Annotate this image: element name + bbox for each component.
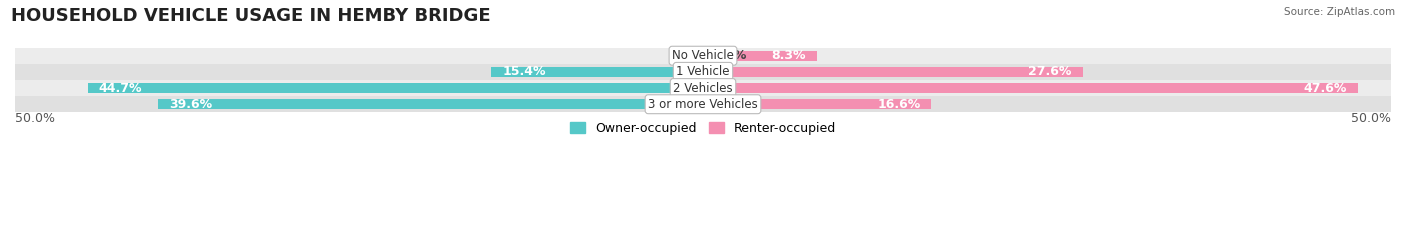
Bar [15, 80, 1391, 96]
Text: 47.6%: 47.6% [1303, 82, 1347, 95]
Bar [703, 67, 1083, 77]
Text: No Vehicle: No Vehicle [672, 49, 734, 62]
Text: 15.4%: 15.4% [502, 65, 546, 78]
Text: 50.0%: 50.0% [15, 112, 55, 125]
Bar [15, 48, 1391, 64]
Bar [703, 99, 931, 109]
Text: 27.6%: 27.6% [1028, 65, 1071, 78]
Text: 8.3%: 8.3% [772, 49, 806, 62]
Bar [15, 96, 1391, 112]
Bar [703, 83, 1358, 93]
Text: 50.0%: 50.0% [1351, 112, 1391, 125]
Text: 1 Vehicle: 1 Vehicle [676, 65, 730, 78]
Bar [15, 64, 1391, 80]
Text: 39.6%: 39.6% [169, 98, 212, 111]
Bar [89, 83, 703, 93]
Text: 3 or more Vehicles: 3 or more Vehicles [648, 98, 758, 111]
Text: 0.34%: 0.34% [704, 49, 747, 62]
Bar [157, 99, 703, 109]
Text: 2 Vehicles: 2 Vehicles [673, 82, 733, 95]
Bar [491, 67, 703, 77]
Bar [703, 51, 817, 61]
Legend: Owner-occupied, Renter-occupied: Owner-occupied, Renter-occupied [565, 117, 841, 140]
Text: Source: ZipAtlas.com: Source: ZipAtlas.com [1284, 7, 1395, 17]
Text: 44.7%: 44.7% [98, 82, 142, 95]
Text: HOUSEHOLD VEHICLE USAGE IN HEMBY BRIDGE: HOUSEHOLD VEHICLE USAGE IN HEMBY BRIDGE [11, 7, 491, 25]
Text: 16.6%: 16.6% [877, 98, 921, 111]
Bar [699, 51, 703, 61]
